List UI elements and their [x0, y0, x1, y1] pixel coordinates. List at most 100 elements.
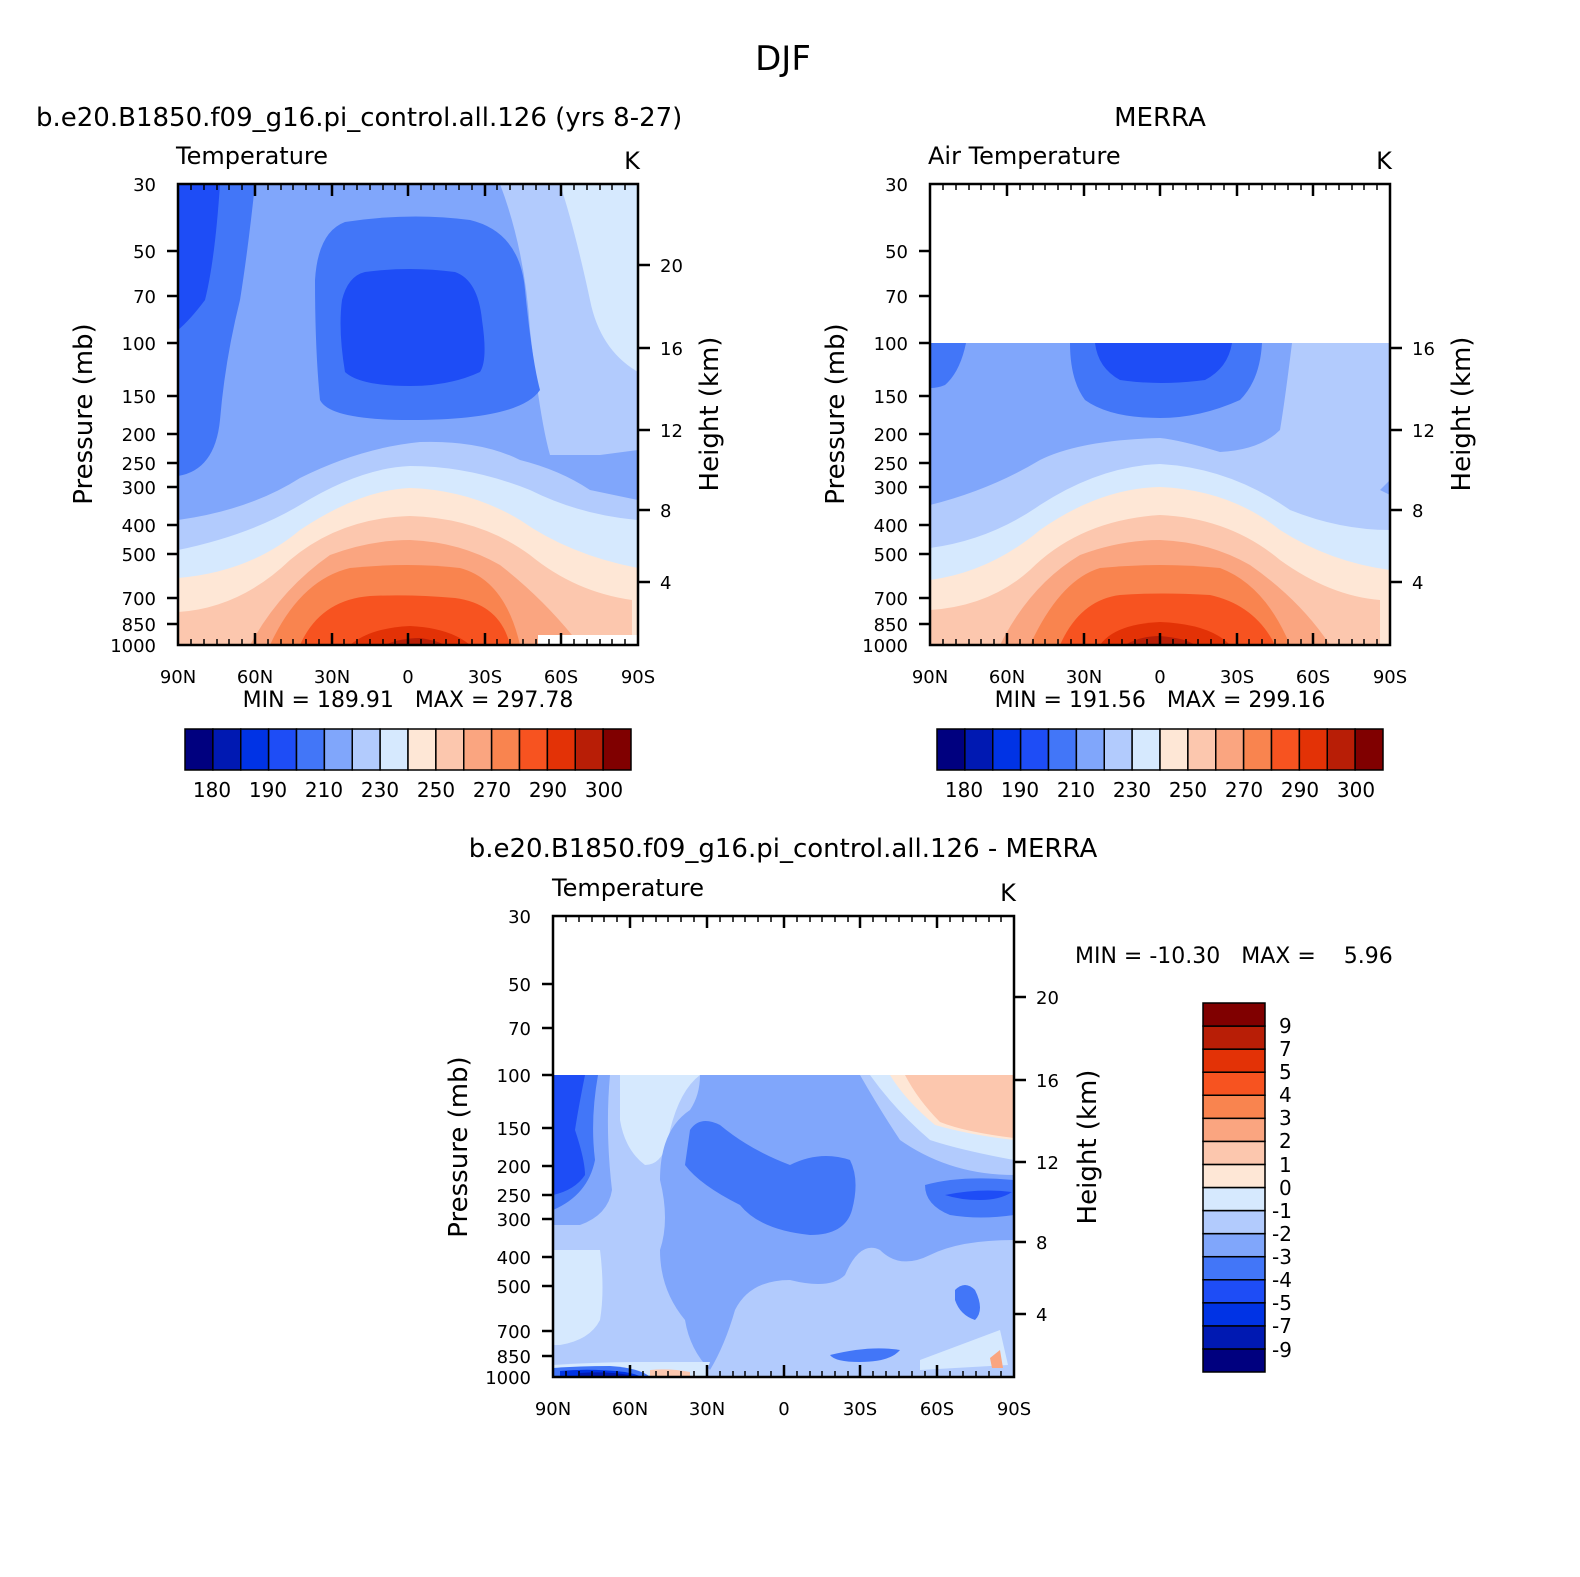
colorbar-swatch — [490, 728, 521, 771]
ytick-label: 70 — [885, 287, 908, 308]
panel-model-subtitle: Temperature — [175, 142, 328, 170]
xtick-label: 90S — [621, 667, 655, 688]
ytick-right-label: 20 — [1036, 988, 1059, 1009]
colorbar-label: 0 — [1279, 1176, 1292, 1200]
colorbar-swatch — [240, 728, 270, 771]
colorbar-labels: 9 7 5 4 3 2 1 0 -1 -2 -3 -4 -5 -7 -9 — [1272, 1014, 1292, 1362]
colorbar-swatch — [1202, 1232, 1266, 1258]
contour-band — [930, 343, 966, 388]
colorbar-label: 2 — [1279, 1129, 1292, 1153]
colorbar-swatch — [1202, 1048, 1266, 1073]
contour-band — [1095, 343, 1232, 383]
colorbar-label: -1 — [1272, 1199, 1292, 1223]
colorbar-labels: 180 190 210 230 250 270 290 300 — [945, 778, 1375, 802]
xtick-label: 90N — [160, 667, 196, 688]
xtick-label: 30S — [1220, 667, 1254, 688]
panel-diff-ytick-labels: 30 50 70 100 150 200 250 300 400 500 700… — [485, 907, 531, 1389]
ytick-label: 1000 — [862, 636, 908, 657]
contour-band — [350, 626, 470, 645]
ytick-label: 30 — [885, 175, 908, 196]
contour-band — [955, 1285, 980, 1320]
xtick-label: 30N — [1066, 667, 1102, 688]
colorbar-swatch — [1202, 1117, 1266, 1143]
panel-diff-contours — [553, 1075, 1014, 1377]
ytick-label: 1000 — [485, 1368, 531, 1389]
colorbar-swatch — [602, 728, 632, 771]
panel-model: b.e20.B1850.f09_g16.pi_control.all.126 (… — [36, 103, 725, 802]
contour-band — [650, 1369, 690, 1377]
xtick-label: 90S — [1373, 667, 1407, 688]
panel-model-contours — [178, 184, 638, 645]
colorbar-label: 250 — [417, 778, 455, 802]
contour-band — [385, 638, 445, 645]
ytick-right-label: 16 — [660, 339, 683, 360]
contour-band — [945, 1190, 1012, 1200]
colorbar-swatch — [1202, 1209, 1266, 1235]
colorbar-label: 190 — [249, 778, 287, 802]
colorbar-swatch — [1019, 728, 1050, 771]
panel-model-stats: MIN = 189.91 MAX = 297.78 — [243, 688, 574, 713]
colorbar-swatch — [1047, 728, 1078, 771]
panel-diff-subtitle: Temperature — [551, 874, 704, 902]
colorbar-label: 230 — [361, 778, 399, 802]
colorbar-swatch — [435, 728, 465, 771]
contour-band — [560, 184, 638, 372]
colorbar-label: 210 — [305, 778, 343, 802]
panel-diff-stats: MIN = -10.30 MAX = 5.96 — [1075, 944, 1393, 969]
colorbar-label: 5 — [1279, 1060, 1292, 1084]
colorbar-label: 190 — [1001, 778, 1039, 802]
colorbar-swatch — [1202, 1163, 1266, 1189]
colorbar-swatch — [184, 728, 214, 771]
ytick-label: 150 — [122, 387, 156, 408]
colorbar-swatch — [1103, 728, 1133, 771]
colorbar-swatch — [295, 728, 326, 771]
colorbar-label: 4 — [1279, 1083, 1292, 1107]
contour-band — [1380, 480, 1390, 495]
panel-model-ytick-right-labels: 20 16 12 8 4 — [660, 256, 683, 594]
ytick-right-label: 8 — [660, 501, 671, 522]
ytick-label: 100 — [874, 334, 908, 355]
figure-title: DJF — [755, 39, 811, 79]
ytick-label: 700 — [874, 589, 908, 610]
panel-obs-ylabel-right: Height (km) — [1447, 337, 1477, 492]
ytick-label: 500 — [122, 545, 156, 566]
colorbar-label: -2 — [1272, 1222, 1292, 1246]
xtick-label: 60S — [920, 1399, 954, 1420]
ytick-label: 700 — [497, 1322, 531, 1343]
panel-diff-axes: 30 50 70 100 150 200 250 300 400 500 700… — [444, 907, 1393, 1420]
ytick-right-label: 12 — [1412, 421, 1435, 442]
ytick-right-label: 12 — [660, 421, 683, 442]
colorbar-label: -4 — [1272, 1268, 1292, 1292]
xtick-label: 60N — [612, 1399, 648, 1420]
panel-diff: b.e20.B1850.f09_g16.pi_control.all.126 -… — [444, 834, 1393, 1420]
panel-obs-title: MERRA — [1114, 103, 1206, 133]
ytick-label: 70 — [133, 287, 156, 308]
panel-diff-ylabel-right: Height (km) — [1073, 1070, 1103, 1225]
panel-model-title: b.e20.B1850.f09_g16.pi_control.all.126 (… — [36, 103, 682, 133]
colorbar-label: 1 — [1279, 1153, 1292, 1177]
xtick-label: 90N — [912, 667, 948, 688]
colorbar-swatch — [351, 728, 381, 771]
ytick-label: 50 — [133, 242, 156, 263]
ytick-right-label: 8 — [1412, 501, 1423, 522]
colorbar-swatch — [1202, 1255, 1266, 1281]
colorbar-label: -7 — [1272, 1314, 1292, 1338]
colorbar-swatch — [1202, 1348, 1266, 1373]
ytick-label: 30 — [508, 907, 531, 928]
colorbar-label: 300 — [1337, 778, 1375, 802]
ytick-label: 850 — [874, 615, 908, 636]
ytick-label: 500 — [497, 1277, 531, 1298]
ytick-label: 50 — [885, 242, 908, 263]
colorbar-label: -9 — [1272, 1338, 1292, 1362]
panel-model-ylabel-right: Height (km) — [695, 337, 725, 492]
colorbar-label: 3 — [1279, 1106, 1292, 1130]
colorbar-label: 210 — [1057, 778, 1095, 802]
colorbar-swatch — [1202, 1186, 1266, 1212]
ytick-label: 150 — [874, 387, 908, 408]
contour-band — [620, 1075, 700, 1165]
colorbar-label: 180 — [945, 778, 983, 802]
panel-model-ytick-labels: 30 50 70 100 150 200 250 300 400 500 700… — [110, 175, 156, 657]
colorbar-swatch — [407, 728, 437, 771]
xtick-label: 30N — [314, 667, 350, 688]
